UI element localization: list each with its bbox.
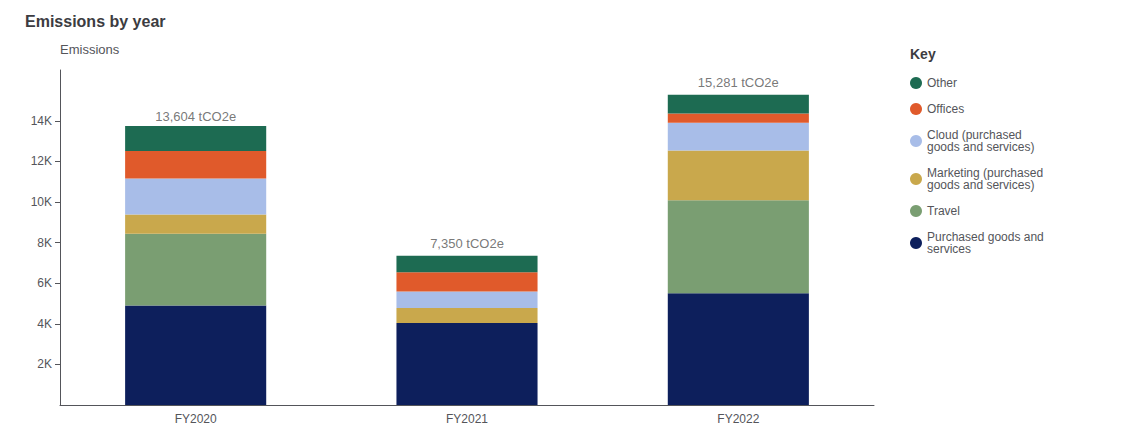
svg-text:Travel: Travel — [927, 204, 960, 218]
svg-text:14K: 14K — [31, 114, 52, 128]
svg-text:4K: 4K — [37, 317, 52, 331]
svg-text:goods and services): goods and services) — [927, 140, 1034, 154]
svg-text:10K: 10K — [31, 195, 52, 209]
svg-text:15,281 tCO2e: 15,281 tCO2e — [698, 75, 779, 90]
svg-text:7,350 tCO2e: 7,350 tCO2e — [430, 236, 504, 251]
svg-text:Key: Key — [910, 46, 936, 62]
svg-text:13,604 tCO2e: 13,604 tCO2e — [155, 109, 236, 124]
svg-text:Marketing (purchased: Marketing (purchased — [927, 166, 1044, 180]
svg-text:Emissions: Emissions — [60, 42, 120, 57]
svg-text:services: services — [927, 242, 971, 256]
svg-text:Emissions by year: Emissions by year — [25, 13, 166, 30]
svg-text:Purchased goods and: Purchased goods and — [927, 230, 1044, 244]
svg-text:FY2022: FY2022 — [717, 412, 759, 426]
svg-text:Cloud (purchased: Cloud (purchased — [927, 128, 1022, 142]
svg-text:FY2021: FY2021 — [446, 412, 488, 426]
svg-text:FY2020: FY2020 — [175, 412, 217, 426]
svg-text:2K: 2K — [37, 357, 52, 371]
svg-text:6K: 6K — [37, 276, 52, 290]
svg-text:goods and services): goods and services) — [927, 178, 1034, 192]
svg-text:8K: 8K — [37, 236, 52, 250]
svg-text:Other: Other — [927, 76, 957, 90]
svg-text:12K: 12K — [31, 154, 52, 168]
svg-text:Offices: Offices — [927, 102, 964, 116]
